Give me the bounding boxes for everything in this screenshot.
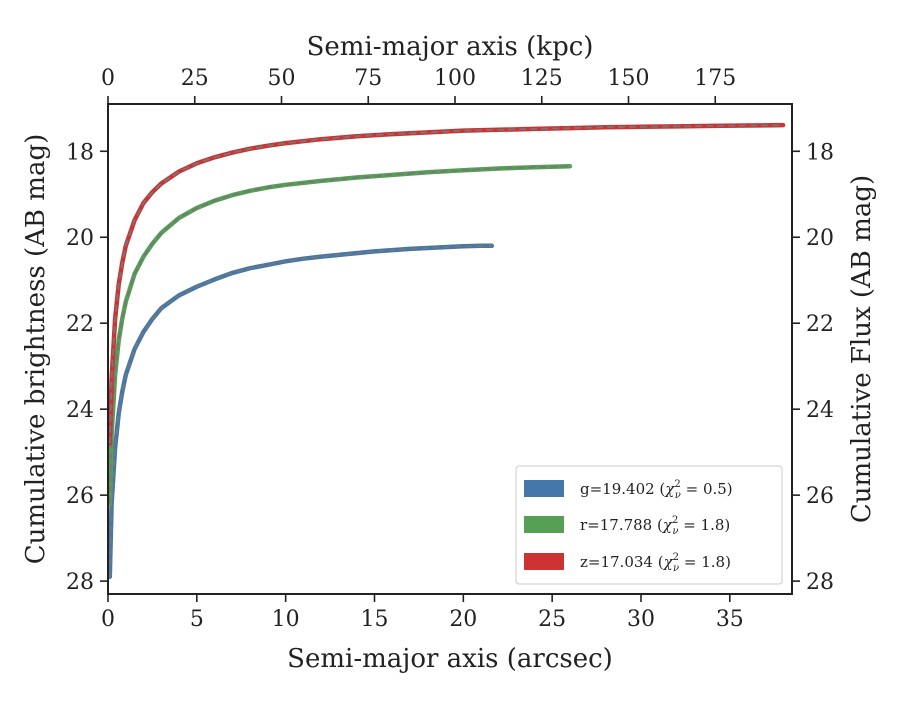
legend-label-g-suffix: = 0.5) xyxy=(681,480,733,498)
x-tick-label: 25 xyxy=(538,607,566,632)
legend-label-g-chi: χ xyxy=(664,480,675,498)
legend-label-r-sub: ν xyxy=(672,526,678,537)
legend-swatch-z xyxy=(524,553,564,570)
legend-label-g-sub: ν xyxy=(675,490,681,501)
x-tick-label: 10 xyxy=(272,607,300,632)
y-tick-label: 28 xyxy=(66,570,94,595)
legend-label-g-prefix: g=19.402 ( xyxy=(580,480,665,498)
y-tick-label: 22 xyxy=(66,312,94,337)
top-x-tick-label: 125 xyxy=(521,66,563,91)
right-y-tick-label: 26 xyxy=(806,484,834,509)
right-y-axis-title: Cumulative Flux (AB mag) xyxy=(847,175,877,523)
x-tick-label: 30 xyxy=(627,607,655,632)
legend-label-r: r=17.788 (χ2 ν = 1.8) xyxy=(580,515,730,537)
top-x-tick-label: 25 xyxy=(181,66,209,91)
legend: g=19.402 (χ2 ν = 0.5) r=17.788 (χ2 ν = 1.8… xyxy=(515,465,783,585)
top-x-tick-label: 150 xyxy=(607,66,649,91)
top-x-tick-label: 75 xyxy=(354,66,382,91)
legend-box xyxy=(515,465,783,585)
plot-frame xyxy=(107,103,793,595)
ticks-layer: 0 5 10 15 20 25 30 35 0 25 50 75 100 125 150 175 18 18 20 2… xyxy=(66,66,834,632)
legend-swatch-r xyxy=(524,516,564,533)
legend-swatch-g xyxy=(524,480,564,497)
top-x-axis-title: Semi-major axis (kpc) xyxy=(307,32,594,62)
series-line-r xyxy=(107,164,573,506)
legend-label-g: g=19.402 (χ2 ν = 0.5) xyxy=(580,479,733,501)
x-tick-label: 35 xyxy=(716,607,744,632)
right-y-tick-label: 22 xyxy=(806,312,834,337)
right-y-tick-label: 28 xyxy=(806,570,834,595)
legend-label-r-sup: 2 xyxy=(672,515,678,526)
legend-label-z-prefix: z=17.034 ( xyxy=(580,553,664,571)
y-tick-label: 18 xyxy=(66,140,94,165)
legend-label-r-chi: χ xyxy=(662,516,673,534)
legend-label-z-chi: χ xyxy=(663,553,674,571)
legend-label-z-sup: 2 xyxy=(673,552,679,563)
series-line-g xyxy=(107,243,495,580)
right-y-tick-label: 24 xyxy=(806,398,834,423)
legend-label-z: z=17.034 (χ2 ν = 1.8) xyxy=(580,552,731,574)
x-tick-label: 0 xyxy=(101,607,115,632)
y-tick-label: 24 xyxy=(66,398,94,423)
legend-label-g-sup: 2 xyxy=(674,479,680,490)
x-tick-label: 20 xyxy=(449,607,477,632)
legend-label-z-sub: ν xyxy=(673,563,679,574)
legend-label-r-suffix: = 1.8) xyxy=(678,516,730,534)
top-x-tick-label: 100 xyxy=(434,66,476,91)
y-axis-title: Cumulative brightness (AB mag) xyxy=(21,134,51,565)
y-tick-label: 26 xyxy=(66,484,94,509)
model-line-g xyxy=(108,244,492,577)
right-y-tick-label: 20 xyxy=(806,226,834,251)
legend-label-r-prefix: r=17.788 ( xyxy=(580,516,663,534)
top-x-tick-label: 0 xyxy=(101,66,115,91)
legend-label-z-suffix: = 1.8) xyxy=(679,553,731,571)
top-x-tick-label: 175 xyxy=(694,66,736,91)
series-layer xyxy=(107,122,786,580)
y-tick-label: 20 xyxy=(66,226,94,251)
x-axis-title: Semi-major axis (arcsec) xyxy=(287,644,613,674)
model-line-r xyxy=(108,165,570,504)
x-tick-label: 15 xyxy=(360,607,388,632)
model-line-z xyxy=(108,124,784,444)
right-y-tick-label: 18 xyxy=(806,140,834,165)
x-tick-label: 5 xyxy=(190,607,204,632)
top-x-tick-label: 50 xyxy=(267,66,295,91)
